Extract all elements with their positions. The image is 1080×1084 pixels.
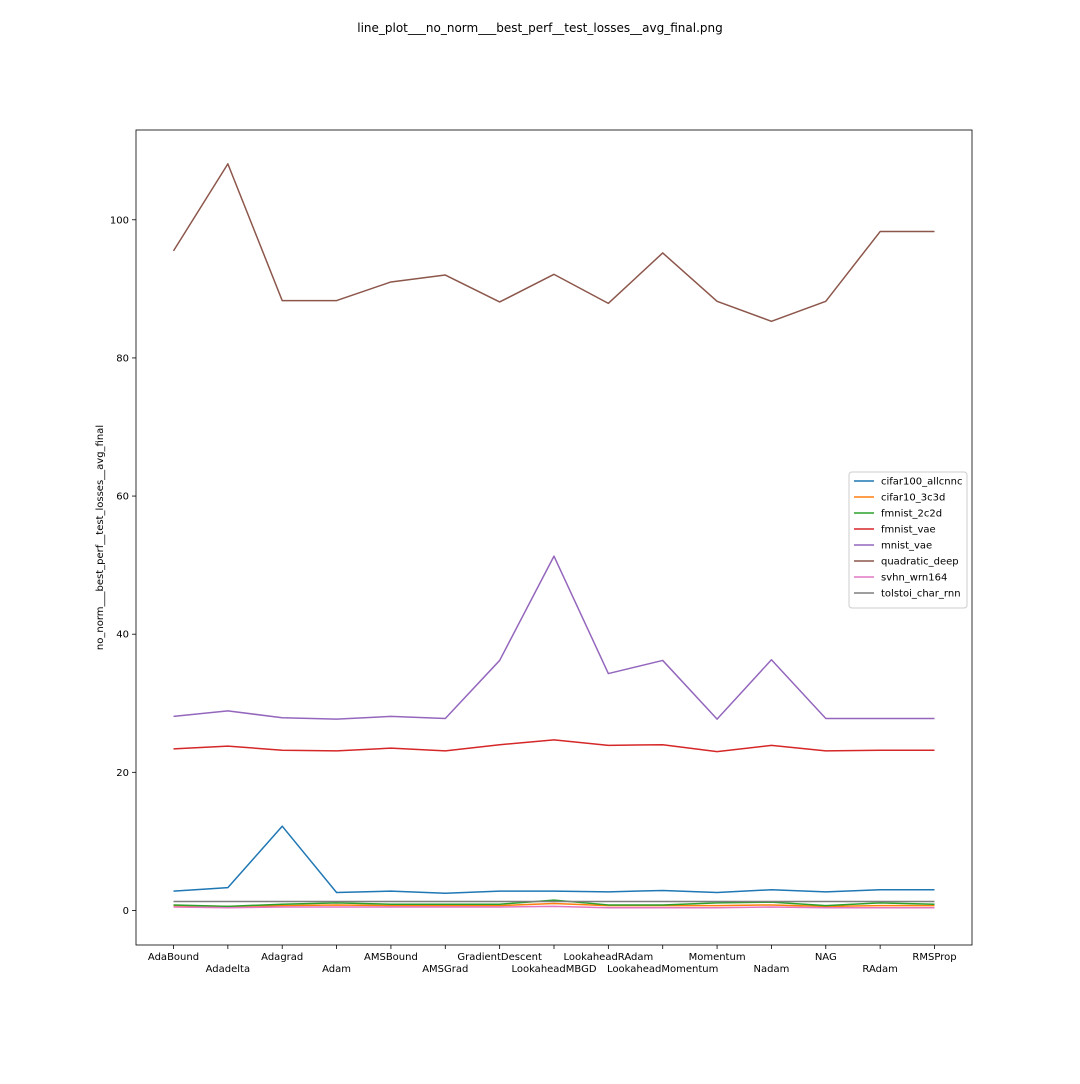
x-tick-label: LookaheadMBGD: [511, 964, 596, 975]
figure-title: line_plot___no_norm___best_perf__test_lo…: [357, 21, 723, 35]
x-tick-label: Nadam: [754, 964, 790, 975]
plot-frame: [135, 129, 973, 946]
x-tick-label: GradientDescent: [457, 952, 542, 963]
plot-area: 0 20 40 60 80 100 AdaBound Adadelta Adagrad Adam A…: [110, 129, 973, 975]
legend-label: cifar10_3c3d: [881, 493, 945, 504]
y-tick-label: 60: [116, 492, 129, 503]
y-tick-label: 20: [116, 768, 129, 779]
y-tick-label: 100: [110, 215, 129, 226]
series-line-cifar10_3c3d: [173, 902, 935, 908]
series-line-svhn_wrn164: [173, 905, 935, 909]
series-line-mnist_vae: [173, 555, 935, 720]
x-tick-label: Adam: [322, 964, 351, 975]
x-tick-label: NAG: [815, 952, 837, 963]
legend: cifar100_allcnnc cifar10_3c3d fmnist_2c2df…: [848, 471, 968, 609]
legend-label: cifar100_allcnnc: [881, 477, 962, 488]
x-tick-label: LookaheadMomentum: [607, 964, 718, 975]
y-tick-label: 0: [123, 906, 129, 917]
y-tick-label: 40: [116, 630, 129, 641]
series-line-quadratic_deep: [172, 163, 935, 323]
series-line-fmnist_vae: [173, 739, 935, 753]
series-line-fmnist_2c2d: [173, 899, 935, 908]
x-tick-label: AMSGrad: [422, 964, 468, 975]
legend-label: svhn_wrn164: [881, 573, 947, 584]
x-tick-label: RMSProp: [912, 952, 956, 963]
x-tick-label: Momentum: [689, 952, 746, 963]
legend-label: mnist_vae: [881, 541, 932, 552]
legend-label: tolstoi_char_rnn: [881, 589, 961, 600]
series-line-cifar100_allcnnc: [173, 825, 935, 894]
x-tick-label: Adadelta: [206, 964, 250, 975]
x-tick-label: LookaheadRAdam: [563, 952, 653, 963]
legend-label: quadratic_deep: [881, 557, 959, 568]
y-axis-label: no_norm___best_perf__test_losses__avg_fi…: [95, 425, 106, 650]
legend-box: [848, 471, 968, 609]
legend-label: fmnist_vae: [881, 525, 936, 536]
x-tick-label: Adagrad: [261, 952, 303, 963]
y-tick-label: 80: [116, 353, 129, 364]
x-tick-label: RAdam: [862, 964, 897, 975]
legend-label: fmnist_2c2d: [881, 509, 942, 520]
x-tick-label: AMSBound: [364, 952, 418, 963]
x-tick-label: AdaBound: [148, 952, 199, 963]
